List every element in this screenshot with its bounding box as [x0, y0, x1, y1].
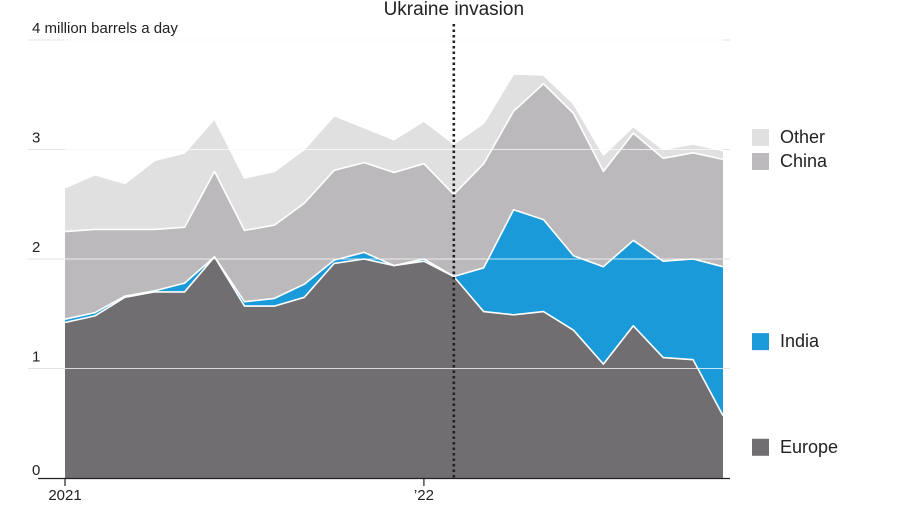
series-boundaries: [64, 73, 724, 416]
legend-label: Other: [780, 127, 825, 147]
y-tick-labels: 0 1 2 3 4 million barrels a day: [32, 20, 178, 479]
legend-swatch: [752, 129, 769, 146]
x-tick-label: ’22: [414, 487, 434, 504]
area-other: [65, 73, 723, 232]
legend-swatch: [752, 153, 769, 170]
legend-item-europe: Europe: [752, 437, 838, 457]
x-axis: [38, 477, 730, 486]
legend-swatch: [752, 438, 769, 456]
legend-label: China: [780, 151, 828, 171]
boundary-china: [64, 83, 724, 233]
area-india: [65, 209, 723, 416]
front-gridlines: [65, 39, 723, 369]
area-europe: [65, 256, 723, 478]
y-tick-label: 3: [32, 130, 40, 147]
legend-label: Europe: [780, 437, 838, 457]
boundary-other: [64, 73, 724, 189]
invasion-annotation: Ukraine invasion: [384, 0, 524, 478]
y-tick-label: 4 million barrels a day: [32, 20, 178, 37]
legend-label: India: [780, 331, 820, 351]
legend-item-india: India: [752, 331, 820, 351]
legend-item-other: Other: [752, 127, 825, 147]
legend: Other China India Europe: [752, 127, 838, 457]
boundary-india: [64, 208, 724, 320]
y-tick-label: 2: [32, 239, 40, 256]
series-areas: [65, 73, 723, 478]
y-tick-label: 1: [32, 349, 40, 366]
y-tick-label: 0: [32, 462, 40, 479]
area-china: [65, 83, 723, 320]
x-tick-labels: 2021 ’22: [48, 487, 434, 504]
x-tick-label: 2021: [48, 487, 81, 504]
invasion-label: Ukraine invasion: [384, 0, 524, 20]
legend-swatch: [752, 333, 769, 351]
legend-item-china: China: [752, 151, 828, 171]
